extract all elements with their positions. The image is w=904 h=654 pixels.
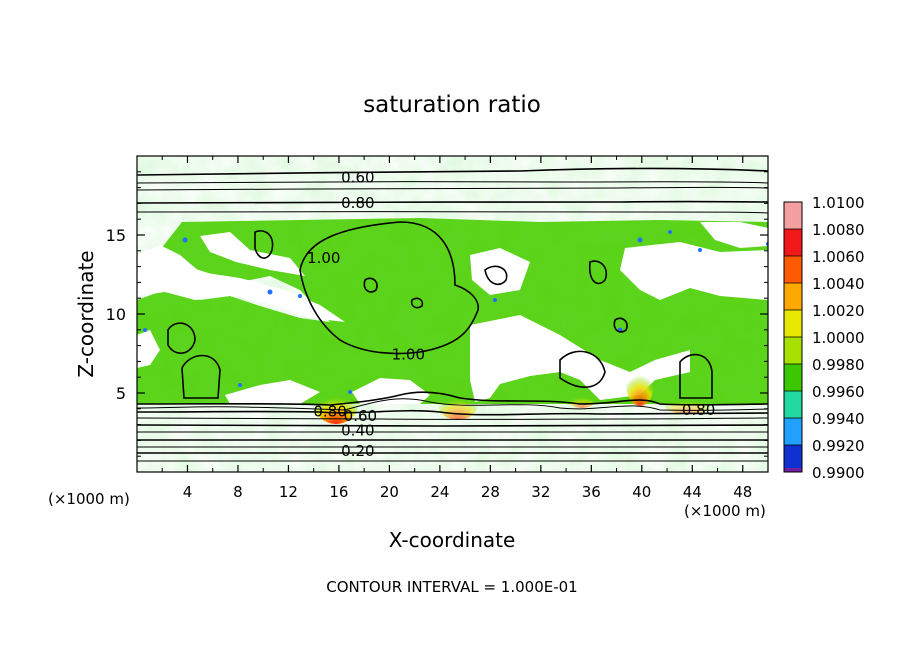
y-tick-label: 15 bbox=[106, 226, 126, 245]
x-axis: 4 8 12 16 20 24 28 32 36 40 44 48 bbox=[161, 156, 752, 501]
colorbar-label: 0.9900 bbox=[812, 464, 865, 482]
contour-labels: 0.600.801.001.000.800.600.400.200.80 bbox=[307, 169, 715, 460]
contour-upper-0.80 bbox=[137, 200, 768, 204]
hot-spot-40km bbox=[626, 362, 654, 406]
colorbar: 1.0100 1.0080 1.0060 1.0040 1.0020 1.0000 0.99… bbox=[783, 194, 865, 482]
contour-label: 0.40 bbox=[341, 421, 374, 439]
colorbar-swatch bbox=[784, 364, 802, 391]
y-tick-label: 5 bbox=[116, 384, 126, 403]
colorbar-label: 0.9920 bbox=[812, 437, 865, 455]
x-tick-label: 32 bbox=[531, 483, 550, 501]
contour-label: 0.20 bbox=[341, 442, 374, 460]
chart-title: saturation ratio bbox=[363, 92, 541, 118]
x-axis-label: X-coordinate bbox=[389, 528, 516, 552]
x-tick-label: 24 bbox=[430, 483, 449, 501]
colorbar-swatch bbox=[784, 337, 802, 364]
colorbar-label: 1.0020 bbox=[812, 302, 865, 320]
contour-upper-0.60 bbox=[137, 167, 768, 176]
colorbar-swatch bbox=[784, 391, 802, 418]
contour-lines-lower bbox=[137, 391, 768, 462]
colorbar-label: 1.0080 bbox=[812, 221, 865, 239]
contour-lines bbox=[137, 167, 768, 399]
colorbar-label: 0.9980 bbox=[812, 356, 865, 374]
x-tick-label: 8 bbox=[233, 483, 243, 501]
colorbar-swatch bbox=[784, 256, 802, 283]
contour-label: 0.80 bbox=[341, 194, 374, 212]
y-tick-label: 10 bbox=[106, 305, 126, 324]
colorbar-swatch bbox=[784, 202, 802, 229]
colorbar-label: 1.0000 bbox=[812, 329, 865, 347]
x-tick-label: 16 bbox=[329, 483, 348, 501]
y-axis: 5 10 15 bbox=[106, 171, 768, 457]
contour-interval-footer: CONTOUR INTERVAL = 1.000E-01 bbox=[326, 578, 577, 596]
colorbar-swatch bbox=[784, 310, 802, 337]
contour-label: 0.80 bbox=[313, 402, 346, 420]
colorbar-swatch bbox=[784, 418, 802, 445]
colorbar-label: 0.9940 bbox=[812, 410, 865, 428]
colorbar-label: 0.9960 bbox=[812, 383, 865, 401]
contour-label: 0.80 bbox=[682, 401, 715, 419]
x-tick-label: 48 bbox=[733, 483, 752, 501]
x-unit-left: (×1000 m) bbox=[48, 490, 130, 508]
colorbar-swatch bbox=[784, 283, 802, 310]
x-tick-label: 4 bbox=[183, 483, 193, 501]
x-tick-label: 44 bbox=[683, 483, 702, 501]
contour-label: 1.00 bbox=[392, 346, 425, 364]
x-tick-label: 12 bbox=[279, 483, 298, 501]
contour-label: 0.60 bbox=[341, 169, 374, 187]
colorbar-label: 1.0100 bbox=[812, 194, 865, 212]
colorbar-swatch bbox=[784, 445, 802, 472]
y-axis-label: Z-coordinate bbox=[74, 250, 98, 377]
colorbar-swatch-bottom bbox=[784, 468, 802, 472]
colorbar-label: 1.0060 bbox=[812, 248, 865, 266]
colorbar-swatch bbox=[784, 229, 802, 256]
x-tick-label: 20 bbox=[380, 483, 399, 501]
x-tick-label: 40 bbox=[632, 483, 651, 501]
x-tick-label: 36 bbox=[582, 483, 601, 501]
contour-label: 0.60 bbox=[344, 407, 377, 425]
x-unit-right: (×1000 m) bbox=[684, 502, 766, 520]
plot-area bbox=[137, 156, 768, 472]
subsaturated-specks bbox=[143, 230, 768, 394]
hot-spot-25km bbox=[438, 388, 478, 420]
x-tick-label: 28 bbox=[481, 483, 500, 501]
contour-label: 1.00 bbox=[307, 249, 340, 267]
colorbar-label: 1.0040 bbox=[812, 275, 865, 293]
